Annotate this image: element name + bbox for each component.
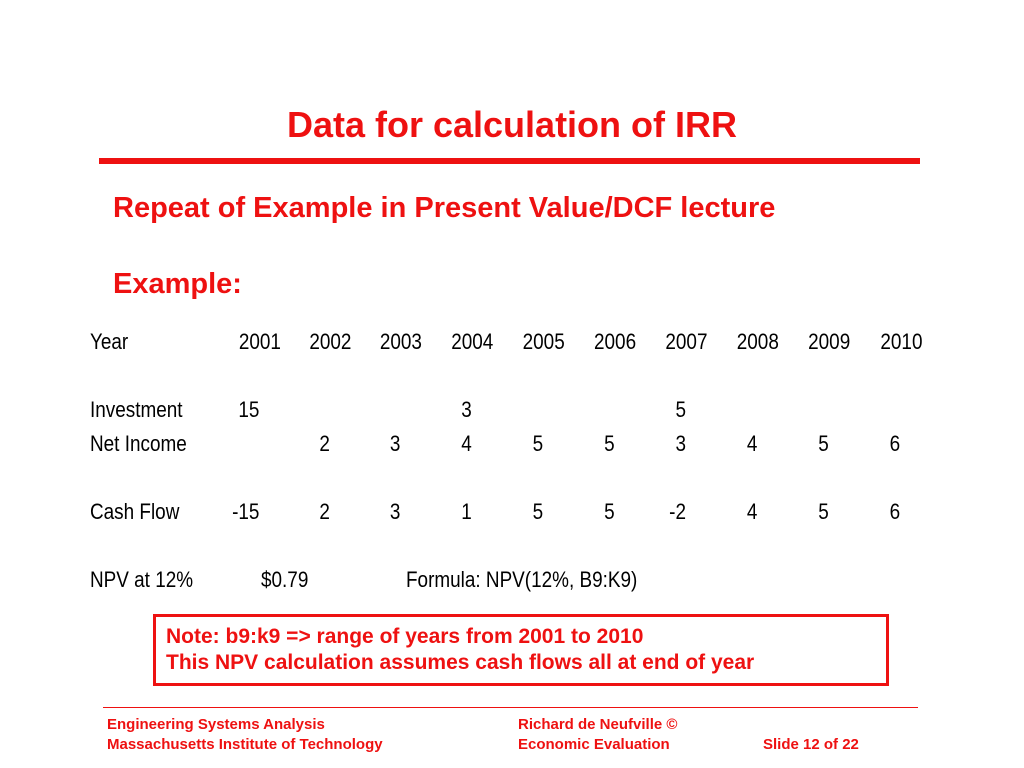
npv-value: $0.79 <box>261 567 309 592</box>
year-row-label: Year <box>90 329 129 354</box>
year-cell: 2010 <box>880 329 923 354</box>
cash-flow-cell: 6 <box>889 499 901 524</box>
footer-institution: Massachusetts Institute of Technology <box>107 736 383 753</box>
year-cell: 2005 <box>522 329 565 354</box>
cash-flow-cell: 4 <box>746 499 758 524</box>
investment-cell: 15 <box>238 397 260 422</box>
investment-row-label: Investment <box>90 397 183 422</box>
year-cell: 2004 <box>451 329 494 354</box>
year-cell: 2002 <box>309 329 352 354</box>
npv-label: NPV at 12% <box>90 567 194 592</box>
year-cell: 2003 <box>379 329 422 354</box>
net-income-cell: 5 <box>532 431 544 456</box>
net-income-cell: 6 <box>889 431 901 456</box>
footer-divider <box>103 707 918 708</box>
note-box: Note: b9:k9 => range of years from 2001 … <box>153 614 889 686</box>
year-cell: 2009 <box>808 329 851 354</box>
year-cell: 2006 <box>594 329 637 354</box>
footer-topic: Economic Evaluation <box>518 736 670 753</box>
year-cell: 2001 <box>238 329 281 354</box>
year-cell: 2007 <box>665 329 708 354</box>
cash-flow-cell: 5 <box>604 499 615 524</box>
example-heading: Example: <box>113 268 242 300</box>
net-income-cell: 4 <box>461 431 472 456</box>
cash-flow-cell: -2 <box>669 499 686 524</box>
note-line-range: Note: b9:k9 => range of years from 2001 … <box>166 625 644 648</box>
cash-flow-cell: 3 <box>389 499 401 524</box>
cash-flow-cell: 1 <box>461 499 472 524</box>
net-income-cell: 4 <box>746 431 758 456</box>
note-line-assumption: This NPV calculation assumes cash flows … <box>166 651 755 674</box>
npv-formula: Formula: NPV(12%, B9:K9) <box>406 567 638 592</box>
slide-title: Data for calculation of IRR <box>286 104 738 145</box>
slide-subtitle: Repeat of Example in Present Value/DCF l… <box>113 192 776 224</box>
cash-flow-cell: -15 <box>232 499 260 524</box>
year-cell: 2008 <box>736 329 779 354</box>
net-income-cell: 3 <box>675 431 686 456</box>
net-income-cell: 3 <box>389 431 401 456</box>
net-income-row-label: Net Income <box>90 431 187 456</box>
net-income-cell: 2 <box>319 431 330 456</box>
net-income-cell: 5 <box>604 431 615 456</box>
footer-author: Richard de Neufville © <box>518 716 678 733</box>
cash-flow-cell: 2 <box>319 499 330 524</box>
cash-flow-cell: 5 <box>532 499 544 524</box>
net-income-cell: 5 <box>818 431 829 456</box>
investment-cell: 5 <box>675 397 686 422</box>
footer-course: Engineering Systems Analysis <box>107 716 325 733</box>
cash-flow-cell: 5 <box>818 499 829 524</box>
slide-number: Slide 12 of 22 <box>763 736 859 753</box>
title-underline <box>99 158 920 164</box>
investment-cell: 3 <box>461 397 472 422</box>
cash-flow-row-label: Cash Flow <box>90 499 180 524</box>
